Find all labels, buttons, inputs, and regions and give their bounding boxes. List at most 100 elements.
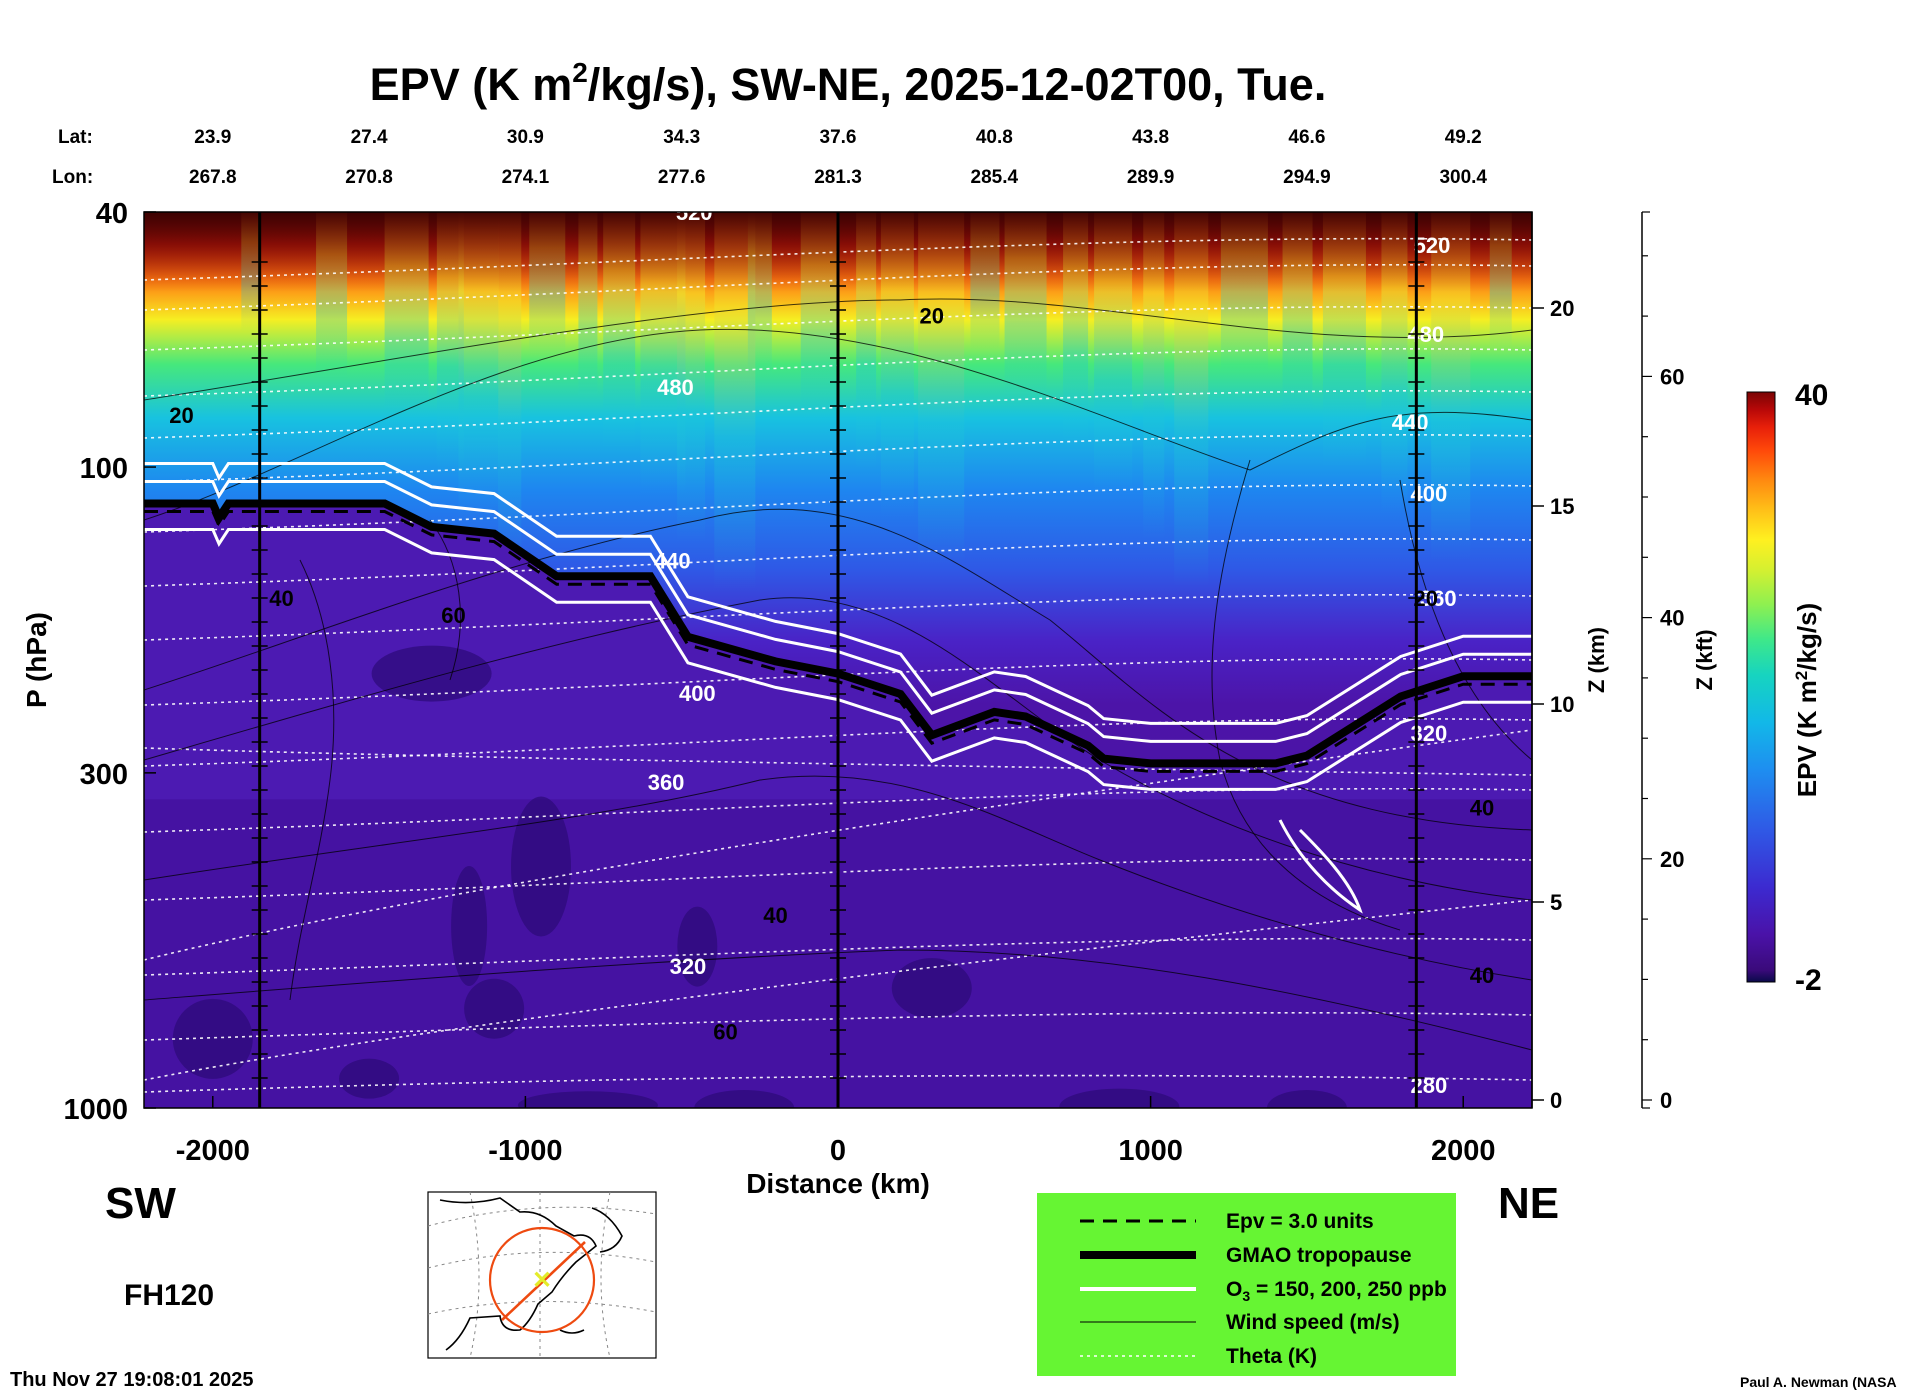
ozone-250-line — [144, 528, 1532, 791]
x-tick-label: 2000 — [1431, 1135, 1496, 1167]
theta-line — [144, 937, 1532, 976]
legend: Epv = 3.0 units GMAO tropopause O3 = 150… — [1037, 1193, 1456, 1376]
theta-line — [144, 434, 1532, 483]
lat-label: 30.9 — [507, 127, 544, 148]
wind-contour — [144, 328, 1532, 521]
theta-label: 440 — [654, 549, 691, 574]
colorbar-title: EPV (K m2/kg/s) — [1792, 603, 1822, 797]
wind-contour — [144, 949, 1532, 1051]
theta-line — [144, 538, 1532, 587]
lat-label: 49.2 — [1445, 127, 1482, 148]
theta-label: 320 — [670, 954, 707, 979]
z-km-tick-label: 15 — [1550, 494, 1574, 519]
epv-blob — [172, 998, 253, 1079]
wind-speed-contours — [144, 298, 1532, 1051]
inset-map: ✕ — [427, 1191, 657, 1359]
z-kft-tick-label: 40 — [1660, 606, 1684, 631]
epv-blob — [464, 978, 525, 1039]
wind-contour — [144, 597, 1532, 901]
legend-theta-label: Theta (K) — [1226, 1345, 1317, 1368]
theta-contours — [144, 237, 1532, 1093]
wind-label: 60 — [713, 1020, 737, 1045]
theta-line — [144, 1074, 1532, 1093]
lon-label: 285.4 — [971, 167, 1019, 188]
y-tick-label: 300 — [80, 759, 128, 791]
colorbar-max-label: 40 — [1795, 379, 1828, 412]
inset-section-line — [501, 1241, 586, 1321]
wind-contour — [289, 559, 335, 1001]
z-km-tick-label: 20 — [1550, 296, 1574, 321]
lon-label: 274.1 — [502, 167, 550, 188]
theta-line — [144, 237, 1532, 281]
colorbar-min-label: -2 — [1795, 964, 1822, 997]
inset-map-frame — [427, 1191, 657, 1359]
wind-label: 40 — [269, 586, 293, 611]
theta-line — [144, 484, 1532, 533]
lon-label: 294.9 — [1283, 167, 1331, 188]
theta-line — [144, 390, 1532, 439]
lon-label: 267.8 — [189, 167, 237, 188]
wind-label: 40 — [763, 903, 787, 928]
lat-row-label: Lat: — [58, 127, 93, 148]
wind-contour — [144, 298, 1532, 401]
x-tick-label: 1000 — [1118, 1135, 1183, 1167]
y-axis-label: P (hPa) — [21, 612, 52, 708]
legend-box — [1037, 1193, 1456, 1376]
lat-label: 34.3 — [663, 127, 700, 148]
x-axis-label: Distance (km) — [746, 1168, 930, 1199]
lon-label: 277.6 — [658, 167, 706, 188]
legend-tropopause-label: GMAO tropopause — [1226, 1244, 1412, 1267]
epv-streak — [498, 212, 522, 567]
theta-line — [144, 718, 1532, 767]
axes: -2000 -1000 0 1000 2000 40 100 300 1000 0 5 10 15 20 0… — [63, 198, 1684, 1167]
theta-line — [144, 305, 1532, 351]
z-km-tick-label: 0 — [1550, 1088, 1562, 1113]
lon-label: 300.4 — [1439, 167, 1487, 188]
chart-title: EPV (K m2/kg/s), SW-NE, 2025-12-02T00, T… — [370, 57, 1327, 110]
lon-label: 289.9 — [1127, 167, 1175, 188]
wind-contour — [429, 519, 461, 681]
x-tick-label: -2000 — [176, 1135, 250, 1167]
epv-low-blobs — [172, 645, 1347, 1108]
z-kft-tick-label: 0 — [1660, 1088, 1672, 1113]
lat-label: 40.8 — [976, 127, 1013, 148]
legend-epv-label: Epv = 3.0 units — [1226, 1210, 1374, 1233]
lat-label: 46.6 — [1288, 127, 1325, 148]
x-tick-label: 0 — [830, 1135, 846, 1167]
ozone-200-line — [144, 480, 1532, 743]
epv-blob — [511, 796, 572, 937]
z-km-axis-label: Z (km) — [1584, 627, 1609, 693]
wind-contour — [144, 775, 1532, 981]
direction-sw: SW — [105, 1179, 176, 1228]
timestamp: Thu Nov 27 19:08:01 2025 — [10, 1369, 253, 1391]
lat-lon-labels: 23.9 267.8 27.4 270.8 30.9 274.1 34.3 277.6 37.6… — [189, 127, 1487, 188]
wind-label: 40 — [1470, 963, 1494, 988]
forecast-hour: FH120 — [124, 1279, 214, 1312]
epv-streak — [1143, 212, 1165, 539]
z-kft-tick-label: 60 — [1660, 364, 1684, 389]
theta-label: 360 — [648, 770, 685, 795]
epv-3-dashed-line — [144, 510, 1532, 773]
legend-ozone-label: O3 = 150, 200, 250 ppb — [1226, 1278, 1447, 1304]
epv-blob — [1266, 1090, 1347, 1108]
lon-label: 281.3 — [814, 167, 862, 188]
ozone-150-line — [144, 462, 1532, 725]
epv-blob — [339, 1058, 400, 1099]
theta-label: 440 — [1392, 410, 1429, 435]
theta-line — [144, 857, 1532, 901]
z-km-tick-label: 10 — [1550, 692, 1574, 717]
ozone-fold-line — [1278, 819, 1363, 914]
credit: Paul A. Newman (NASA — [1740, 1374, 1897, 1390]
legend-wind-label: Wind speed (m/s) — [1226, 1311, 1400, 1334]
inset-center-mark: ✕ — [532, 1267, 552, 1294]
inset-range-circle — [488, 1226, 596, 1334]
x-tick-label: -1000 — [488, 1135, 562, 1167]
lat-label: 23.9 — [194, 127, 231, 148]
wind-label: 40 — [1470, 796, 1494, 821]
epv-blob — [1059, 1088, 1180, 1108]
wind-contour — [144, 508, 1532, 831]
y-tick-label: 1000 — [63, 1094, 128, 1126]
epv-blob — [694, 1090, 795, 1108]
wind-label: 60 — [441, 603, 465, 628]
epv-blob — [891, 958, 972, 1019]
